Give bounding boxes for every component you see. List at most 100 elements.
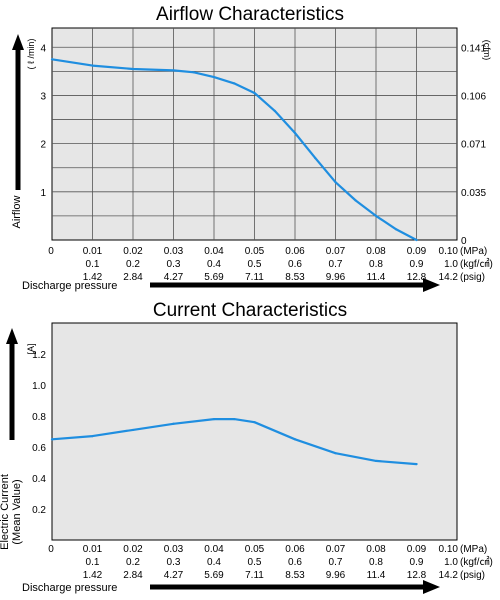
chart0-data-point — [253, 91, 256, 95]
chart0-xtick-label: 0.2 — [126, 259, 140, 270]
chart0-ytick-label: 1 — [40, 188, 46, 199]
chart0-y-unit: ( ℓ /min) — [26, 39, 36, 70]
chart1-y-label-line: (Mean Value) — [11, 479, 23, 544]
chart0-y-axis-arrow-head — [12, 34, 24, 50]
chart1-xtick-label: 0.3 — [167, 557, 181, 568]
chart1-xtick-label: 0.04 — [204, 544, 224, 555]
chart0-xtick-label: 7.11 — [245, 272, 264, 283]
chart1-xtick-label: 14.2 — [439, 570, 459, 581]
chart1-y-unit: [A] — [26, 343, 36, 354]
chart1-x-label: Discharge pressure — [22, 582, 117, 594]
chart1-data-point — [212, 418, 216, 421]
chart1-data-point — [91, 435, 94, 438]
chart1-xtick-label: 0.1 — [86, 557, 100, 568]
chart0-title: Airflow Characteristics — [156, 4, 344, 25]
chart0-data-point — [212, 76, 216, 79]
chart1-xtick-unit: (MPa) — [460, 544, 487, 555]
chart1-xtick-label: 0.07 — [326, 544, 346, 555]
chart1-plot-area — [51, 322, 458, 541]
chart0-y2tick-label: 0.071 — [461, 140, 486, 151]
chart1-xtick-label: 0.4 — [207, 557, 221, 568]
chart0-xtick-label: 12.8 — [407, 272, 427, 283]
chart0-data-point — [354, 199, 357, 202]
chart0-xtick-label: 0.08 — [366, 246, 386, 257]
chart0-xtick-label: 0.10 — [439, 246, 459, 257]
chart0-xtick-label: 0.04 — [204, 246, 224, 257]
chart1-xtick-unit: (kgf/㎠) — [460, 556, 493, 568]
chart1-xtick-label: 12.8 — [407, 570, 427, 581]
chart0-xtick-label: 0.01 — [83, 246, 103, 257]
chart1-xtick-label: 0.10 — [439, 544, 459, 555]
chart1-xtick-label: 0.03 — [164, 544, 184, 555]
chart0-ytick-label: 3 — [40, 91, 46, 102]
chart1-xtick-label: 7.11 — [245, 570, 264, 581]
chart0-xtick-label: 4.27 — [164, 272, 184, 283]
chart0-data-point — [131, 67, 135, 71]
chart0-y2tick-label: 0.141 — [461, 43, 486, 54]
chart0-data-point — [293, 131, 297, 135]
chart0-y-label: Airflow — [11, 195, 23, 228]
chart1-data-point — [293, 438, 297, 441]
chart1-data-point — [415, 462, 418, 466]
chart0-data-point — [273, 109, 276, 112]
chart1-xtick-label: 1.42 — [83, 570, 103, 581]
chart0-y2tick-label: 0.035 — [461, 188, 486, 199]
chart0-y2tick-label: 0.106 — [461, 91, 486, 102]
chart1-xtick-label: 1.0 — [444, 557, 458, 568]
chart1-y-axis-arrow-head — [6, 328, 18, 344]
chart1-data-point — [172, 422, 175, 425]
chart1-ytick-label: 0.8 — [32, 412, 46, 423]
chart0-x-label: Discharge pressure — [22, 280, 117, 292]
chart0-xtick-label: 2.84 — [123, 272, 143, 283]
chart1-xtick-label: 0.6 — [288, 557, 302, 568]
chart0-xtick-label: 9.96 — [326, 272, 346, 283]
chart0-x-axis-arrow-head — [423, 278, 440, 292]
chart0-y2tick-label: 0 — [461, 236, 467, 247]
chart1-xtick-label: 0.2 — [126, 557, 140, 568]
chart1-xtick-label: 11.4 — [367, 570, 386, 581]
chart1-data-point — [374, 459, 378, 463]
chart1-title: Current Characteristics — [153, 300, 347, 321]
chart1-xtick-label: 2.84 — [123, 570, 143, 581]
chart0-series-line — [50, 58, 418, 242]
chart1-data-point — [50, 438, 54, 441]
chart0-xtick-label: 0.06 — [285, 246, 305, 257]
chart0-xtick-label: 5.69 — [204, 272, 224, 283]
chart0-data-point — [415, 238, 418, 242]
chart0-xtick-label: 14.2 — [439, 272, 459, 283]
chart1-xtick-label: 0.7 — [329, 557, 343, 568]
chart1-ytick-label: 1.0 — [32, 381, 46, 392]
chart1-xtick-label: 0.5 — [248, 557, 262, 568]
chart0-xtick-unit: (MPa) — [460, 246, 487, 257]
chart0-xtick-label: 8.53 — [285, 272, 305, 283]
chart0-xtick-label: 0.6 — [288, 259, 302, 270]
chart0-xtick-unit: (psig) — [460, 272, 485, 283]
chart0-xtick-label: 0.07 — [326, 246, 346, 257]
chart1-data-point — [233, 418, 236, 421]
chart1-y-label: Electric Current(Mean Value) — [0, 474, 23, 550]
chart0-data-point — [172, 69, 175, 72]
chart1-xtick-label: 0.09 — [407, 544, 427, 555]
chart1-xtick-unit: (psig) — [460, 570, 485, 581]
chart0-data-point — [91, 64, 94, 67]
chart1-ytick-label: 1.2 — [32, 350, 46, 361]
chart0-xtick-label: 1.42 — [83, 272, 103, 283]
chart0-xtick-label: 0 — [48, 246, 54, 257]
chart1-ytick-label: 0.2 — [32, 505, 46, 516]
chart1-data-point — [131, 428, 135, 432]
chart1-xtick-label: 9.96 — [326, 570, 346, 581]
chart0-xtick-label: 0.4 — [207, 259, 221, 270]
chart1-xtick-label: 0.06 — [285, 544, 305, 555]
chart1-xtick-label: 0.01 — [83, 544, 103, 555]
chart1-xtick-label: 0.8 — [369, 557, 383, 568]
chart0-xtick-label: 1.0 — [444, 259, 458, 270]
chart0-ytick-label: 4 — [40, 43, 46, 54]
chart1-y-label-line: Electric Current — [0, 474, 11, 550]
chart0-data-point — [374, 214, 378, 218]
chart0-xtick-label: 0.8 — [369, 259, 383, 270]
chart1-xtick-label: 8.53 — [285, 570, 305, 581]
chart0-xtick-label: 0.5 — [248, 259, 262, 270]
chart1-ytick-label: 0.4 — [32, 474, 46, 485]
chart0-y2-unit: (cfm) — [482, 40, 492, 61]
